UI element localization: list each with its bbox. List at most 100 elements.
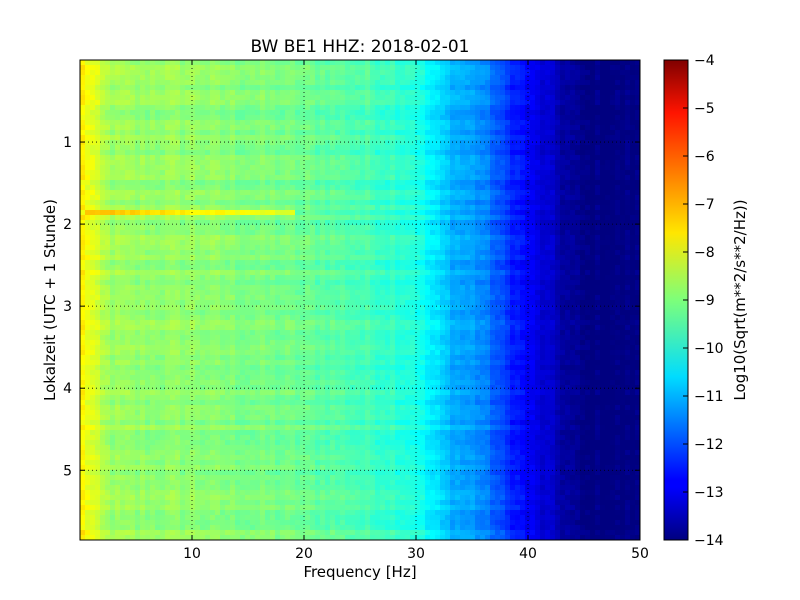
heatmap-cell (110, 265, 116, 271)
heatmap-cell (245, 230, 251, 236)
heatmap-cell (605, 140, 611, 146)
heatmap-cell (430, 105, 436, 111)
heatmap-cell (360, 240, 366, 246)
heatmap-cell (540, 265, 546, 271)
heatmap-cell (355, 255, 361, 261)
heatmap-cell (455, 110, 461, 116)
heatmap-cell (380, 235, 386, 241)
heatmap-cell (480, 250, 486, 256)
heatmap-cell (380, 155, 386, 161)
heatmap-cell (120, 280, 126, 286)
heatmap-cell (180, 135, 186, 141)
heatmap-cell (435, 120, 441, 126)
heatmap-cell (520, 260, 526, 266)
heatmap-cell (575, 65, 581, 71)
heatmap-cell (195, 210, 201, 216)
heatmap-cell (430, 265, 436, 271)
heatmap-cell (485, 65, 491, 71)
heatmap-cell (585, 265, 591, 271)
heatmap-cell (145, 270, 151, 276)
heatmap-cell (220, 105, 226, 111)
heatmap-cell (160, 235, 166, 241)
heatmap-cell (260, 70, 266, 76)
heatmap-cell (175, 135, 181, 141)
heatmap-cell (95, 205, 101, 211)
heatmap-cell (470, 270, 476, 276)
heatmap-cell (590, 65, 596, 71)
heatmap-cell (150, 65, 156, 71)
heatmap-cell (450, 180, 456, 186)
heatmap-cell (235, 235, 241, 241)
heatmap-cell (195, 265, 201, 271)
heatmap-cell (620, 115, 626, 121)
heatmap-cell (95, 120, 101, 126)
heatmap-cell (155, 175, 161, 181)
heatmap-cell (595, 190, 601, 196)
heatmap-cell (450, 195, 456, 201)
heatmap-cell (365, 75, 371, 81)
heatmap-cell (110, 100, 116, 106)
heatmap-cell (410, 60, 416, 66)
heatmap-cell (495, 100, 501, 106)
heatmap-cell (345, 95, 351, 101)
heatmap-cell (295, 165, 301, 171)
heatmap-cell (260, 160, 266, 166)
heatmap-cell (80, 110, 86, 116)
heatmap-cell (235, 135, 241, 141)
heatmap-cell (215, 265, 221, 271)
heatmap-cell (530, 100, 536, 106)
heatmap-cell (435, 145, 441, 151)
heatmap-cell (210, 145, 216, 151)
heatmap-cell (375, 125, 381, 131)
heatmap-cell (160, 75, 166, 81)
heatmap-cell (635, 75, 640, 81)
heatmap-cell (435, 210, 441, 216)
heatmap-cell (375, 130, 381, 136)
heatmap-cell (475, 215, 481, 221)
heatmap-cell (245, 90, 251, 96)
heatmap-cell (140, 240, 146, 246)
heatmap-cell (340, 175, 346, 181)
heatmap-cell (385, 265, 391, 271)
heatmap-cell (125, 90, 131, 96)
heatmap-cell (405, 125, 411, 131)
heatmap-cell (515, 170, 521, 176)
heatmap-cell (465, 170, 471, 176)
heatmap-cell (235, 280, 241, 286)
heatmap-cell (490, 255, 496, 261)
heatmap-cell (125, 175, 131, 181)
heatmap-cell (330, 110, 336, 116)
heatmap-cell (605, 120, 611, 126)
heatmap-cell (585, 195, 591, 201)
heatmap-cell (215, 210, 221, 216)
heatmap-cell (610, 115, 616, 121)
heatmap-cell (280, 155, 286, 161)
heatmap-cell (195, 205, 201, 211)
heatmap-cell (540, 115, 546, 121)
heatmap-cell (100, 175, 106, 181)
heatmap-cell (525, 80, 531, 86)
heatmap-cell (500, 155, 506, 161)
heatmap-cell (150, 90, 156, 96)
heatmap-cell (560, 105, 566, 111)
heatmap-cell (635, 95, 640, 101)
heatmap-cell (445, 60, 451, 66)
heatmap-cell (375, 275, 381, 281)
heatmap-cell (125, 205, 131, 211)
heatmap-cell (610, 60, 616, 66)
heatmap-cell (600, 205, 606, 211)
heatmap-cell (155, 235, 161, 241)
heatmap-cell (380, 75, 386, 81)
heatmap-cell (205, 175, 211, 181)
heatmap-cell (170, 150, 176, 156)
heatmap-cell (500, 60, 506, 66)
heatmap-cell (140, 75, 146, 81)
heatmap-cell (440, 255, 446, 261)
heatmap-cell (575, 130, 581, 136)
heatmap-cell (365, 140, 371, 146)
heatmap-cell (470, 215, 476, 221)
heatmap-cell (125, 75, 131, 81)
heatmap-cell (580, 145, 586, 151)
heatmap-cell (240, 100, 246, 106)
heatmap-cell (430, 240, 436, 246)
